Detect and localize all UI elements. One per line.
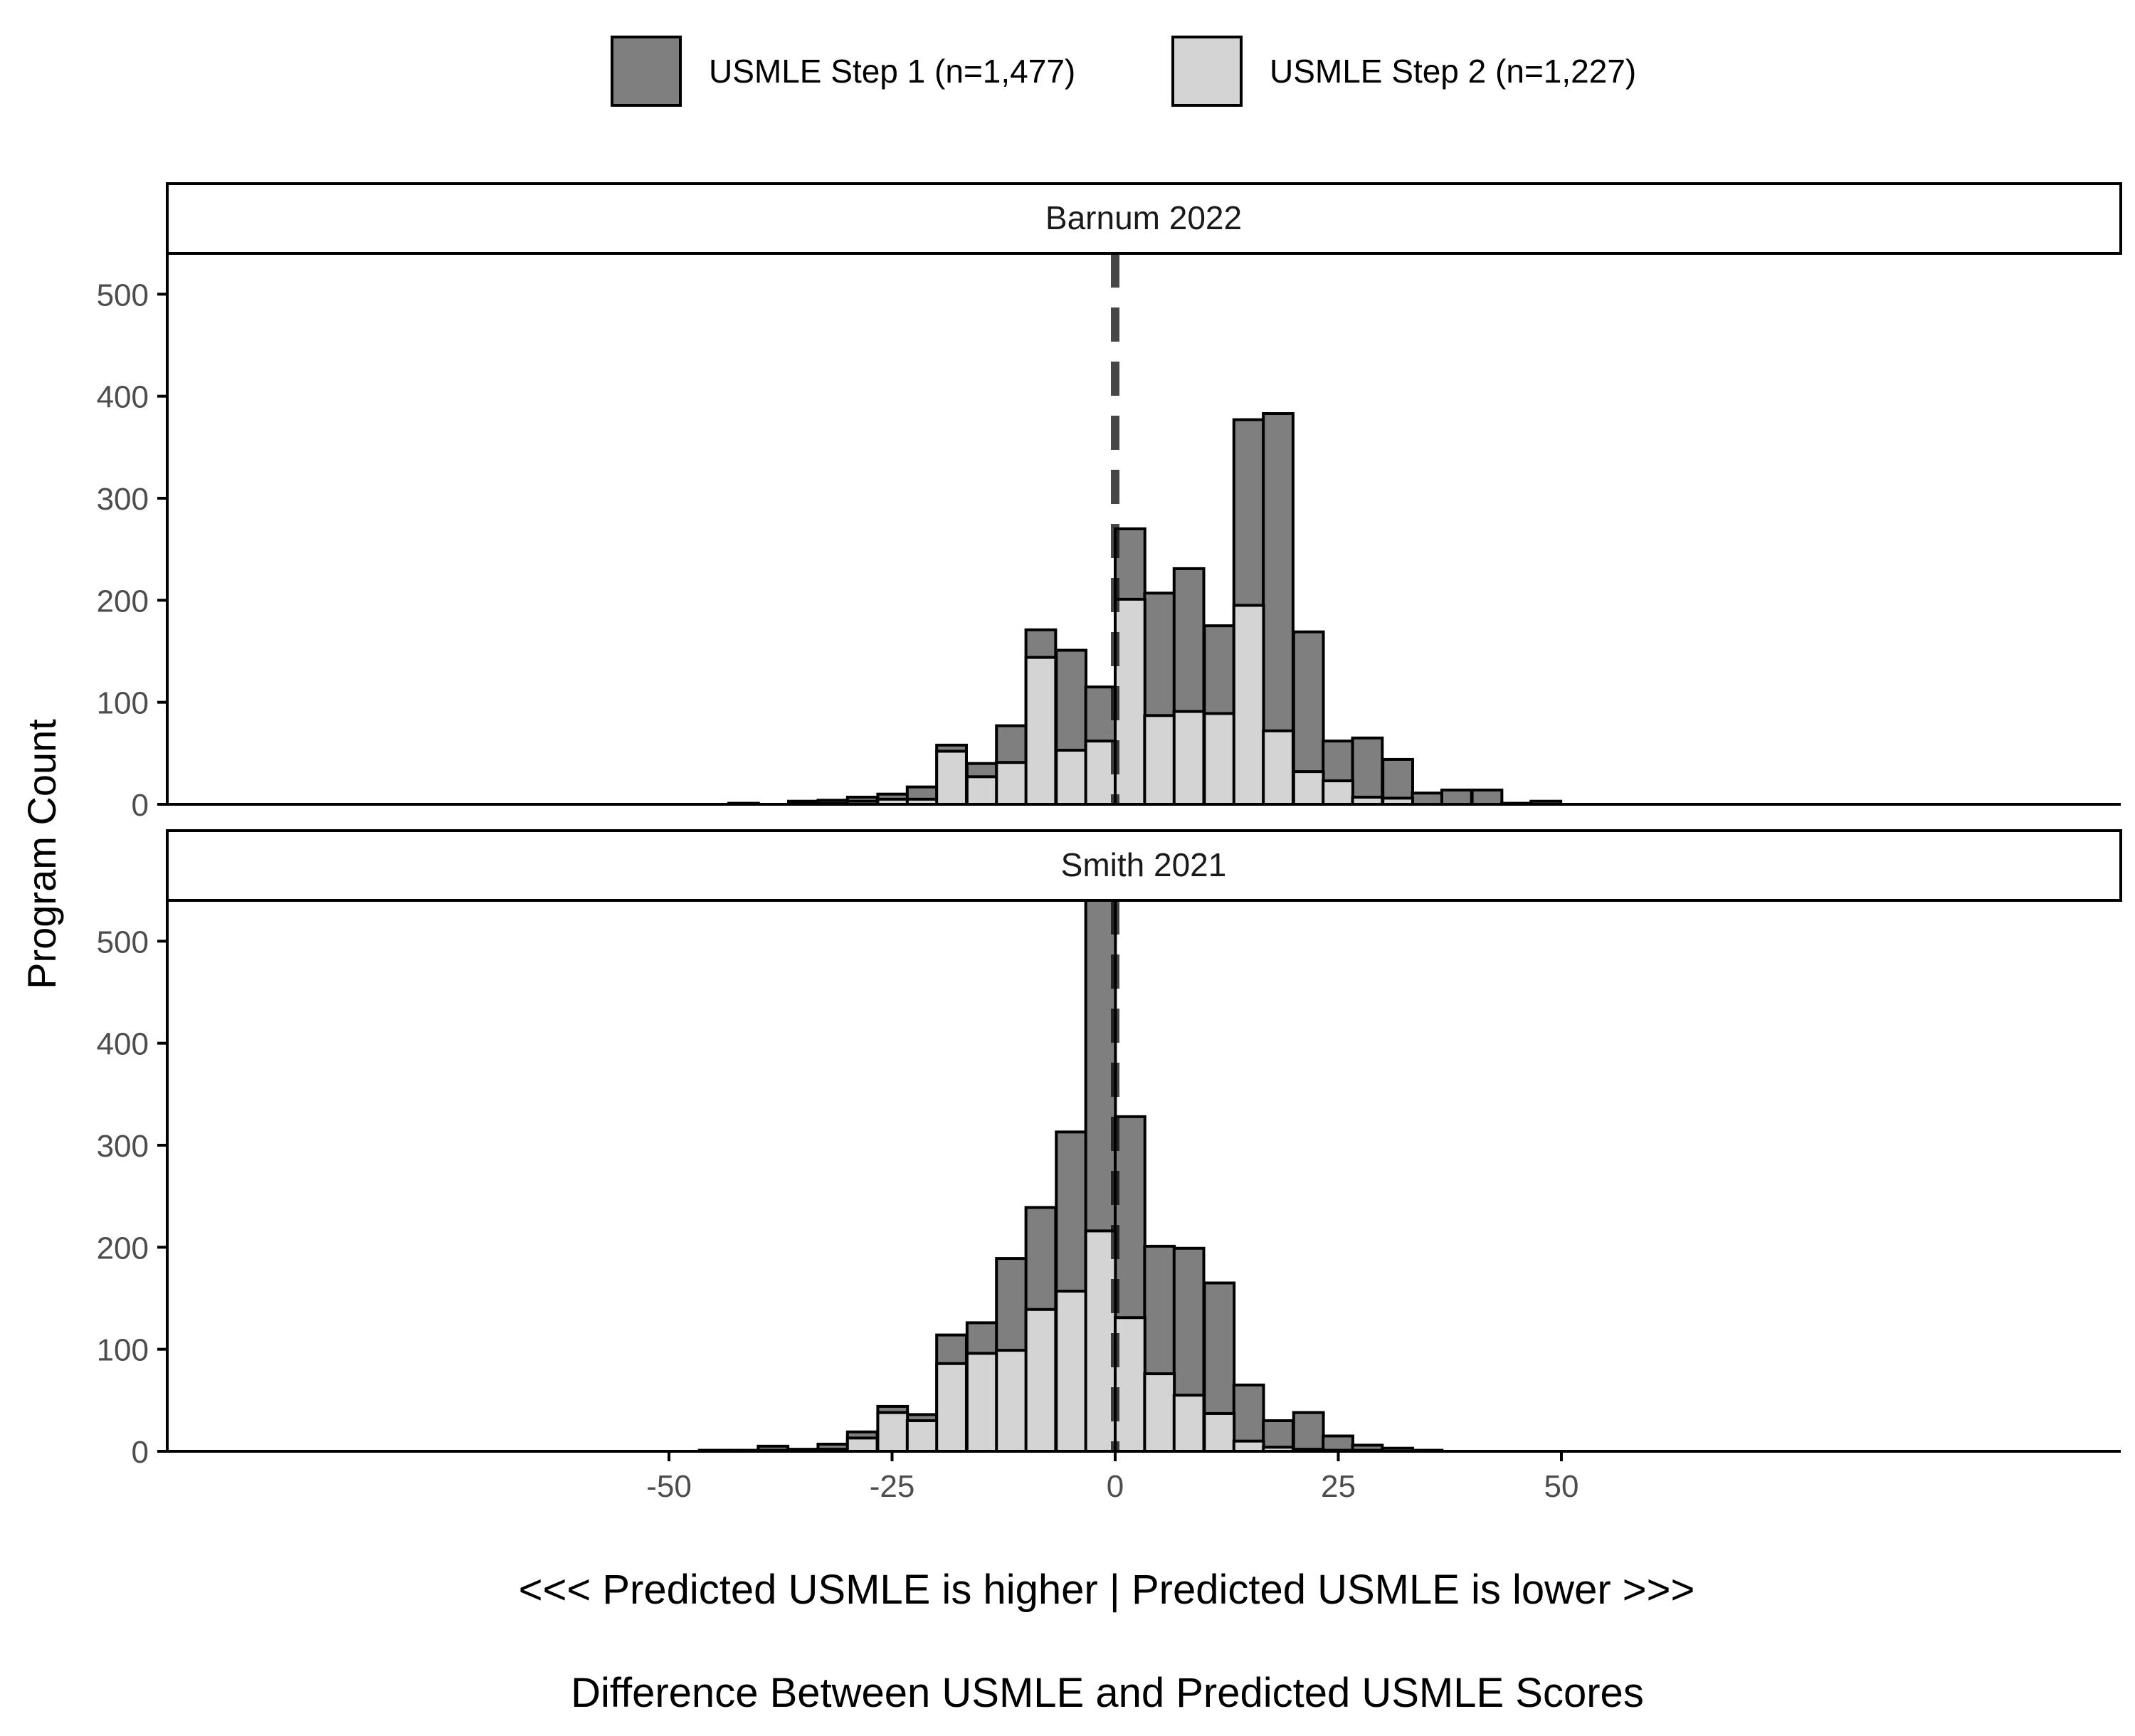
bar-step2-barnum xyxy=(1055,749,1087,806)
y-tick-label-barnum: 100 xyxy=(97,686,149,721)
bar-step2-barnum xyxy=(1114,597,1146,806)
bar-step2-smith xyxy=(1143,1372,1176,1453)
bar-step2-smith xyxy=(1203,1411,1236,1453)
bar-step2-barnum xyxy=(1143,714,1176,806)
bar-step1-barnum xyxy=(1470,788,1504,806)
x-tick-label: 25 xyxy=(1321,1469,1356,1504)
x-axis-title-line2: Difference Between USMLE and Predicted U… xyxy=(571,1670,1644,1716)
bar-step2-smith xyxy=(905,1419,939,1453)
y-tick-label-smith: 200 xyxy=(97,1231,149,1266)
bar-step1-barnum xyxy=(1411,791,1444,806)
bar-step2-smith xyxy=(845,1436,879,1453)
panel-smith: 0 100 200 300 400 500 xyxy=(97,899,2121,1470)
bar-step2-smith xyxy=(1172,1394,1206,1453)
y-tick-label-smith: 300 xyxy=(97,1129,149,1164)
bar-step2-barnum xyxy=(1172,710,1206,806)
bar-step2-barnum xyxy=(935,749,968,806)
bar-step1-smith xyxy=(1292,1411,1325,1453)
bar-step2-barnum xyxy=(1292,770,1325,806)
bar-step2-barnum xyxy=(1322,779,1354,806)
bar-step2-smith xyxy=(995,1349,1028,1453)
bar-step2-barnum xyxy=(995,761,1028,806)
x-tick-label: -50 xyxy=(646,1469,692,1504)
y-tick-label-smith: 500 xyxy=(97,925,149,959)
legend-swatch-step1 xyxy=(611,36,682,107)
y-tick-label-smith: 400 xyxy=(97,1027,149,1062)
bar-step1-barnum xyxy=(1440,788,1473,806)
y-tick-label-smith: 100 xyxy=(97,1333,149,1368)
facet-title-barnum: Barnum 2022 xyxy=(1045,199,1242,236)
bar-step1-barnum xyxy=(1351,736,1384,806)
y-tick-label-barnum: 500 xyxy=(97,278,149,312)
facet-title-smith: Smith 2021 xyxy=(1061,846,1227,883)
y-tick-label-barnum: 400 xyxy=(97,380,149,415)
bar-step2-barnum xyxy=(1262,729,1295,806)
x-tick-label: 0 xyxy=(1107,1469,1124,1504)
y-tick-label-barnum: 0 xyxy=(132,788,149,823)
bar-step2-smith xyxy=(965,1352,998,1453)
bar-step2-smith xyxy=(935,1362,968,1453)
bar-step2-barnum xyxy=(1203,712,1236,806)
bar-step2-barnum xyxy=(1024,656,1058,806)
y-axis-title: Program Count xyxy=(19,719,64,989)
legend-label-step2: USMLE Step 2 (n=1,227) xyxy=(1270,53,1636,90)
bar-step2-smith xyxy=(1024,1308,1058,1453)
x-tick-label: -25 xyxy=(870,1469,915,1504)
bar-step2-smith xyxy=(1114,1316,1146,1453)
y-tick-label-barnum: 300 xyxy=(97,482,149,517)
legend-swatch-step2 xyxy=(1171,36,1243,107)
x-axis: -50 -25 0 25 50 xyxy=(646,1451,1578,1504)
legend: USMLE Step 1 (n=1,477) USMLE Step 2 (n=1… xyxy=(611,36,1636,107)
facet-strip-barnum: Barnum 2022 xyxy=(166,182,2122,255)
y-tick-label-smith: 0 xyxy=(132,1435,149,1470)
panel-barnum: 0 100 200 300 400 500 xyxy=(97,253,2121,823)
bar-step2-smith xyxy=(1232,1439,1265,1453)
facet-strip-smith: Smith 2021 xyxy=(166,829,2122,902)
bar-step2-barnum xyxy=(1232,604,1265,806)
y-tick-label-barnum: 200 xyxy=(97,584,149,619)
bar-step2-smith xyxy=(1055,1289,1087,1453)
bar-step2-smith xyxy=(876,1411,910,1453)
x-tick-label: 50 xyxy=(1544,1469,1579,1504)
bar-step2-barnum xyxy=(965,775,998,806)
x-axis-title-line1: <<< Predicted USMLE is higher | Predicte… xyxy=(519,1567,1695,1613)
legend-label-step1: USMLE Step 1 (n=1,477) xyxy=(709,53,1075,90)
